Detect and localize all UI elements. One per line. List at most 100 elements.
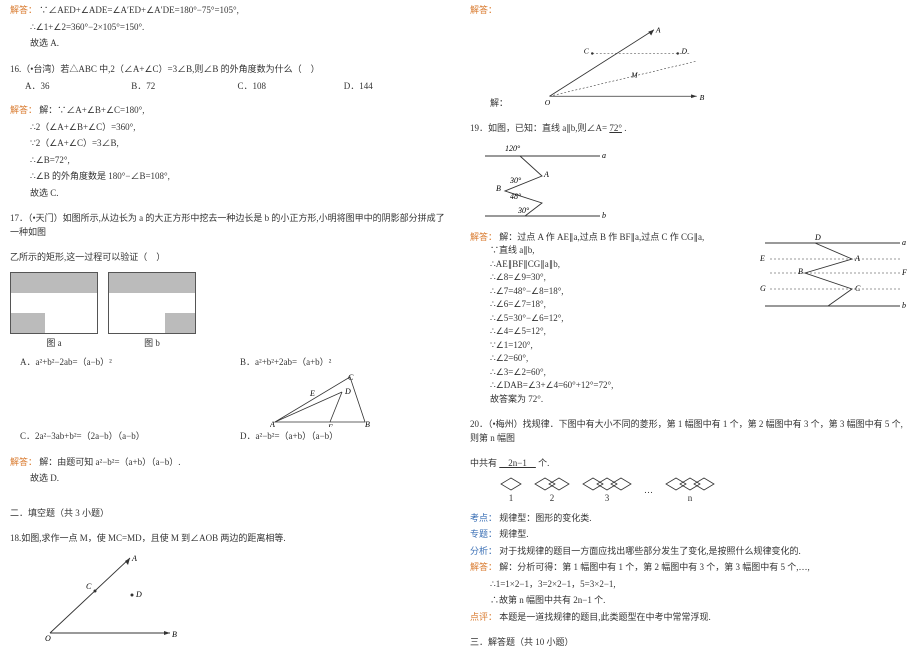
sol16-l5: ∴∠B 的外角度数是 180°−∠B=108°, bbox=[10, 170, 450, 184]
rhomb-n: n bbox=[665, 477, 715, 503]
dianping: 点评： 本题是一道找规律的题目,此类题型在中考中常常浮现. bbox=[470, 611, 910, 625]
q20-l2a: 中共有 bbox=[470, 458, 497, 468]
figure-a bbox=[10, 272, 98, 334]
answer-label: 解答： bbox=[470, 232, 497, 242]
svg-text:B: B bbox=[365, 420, 370, 427]
q16-options: A．36 B．72 C．108 D．144 bbox=[10, 79, 450, 92]
figure-b-wrap: 图 b bbox=[108, 272, 196, 349]
q20-answer: 2n−1 bbox=[499, 458, 536, 468]
kaodian: 考点： 规律型：图形的变化类. bbox=[470, 512, 910, 526]
q17-opt-d: D．a²−b²=（a+b）（a−b） bbox=[240, 430, 450, 444]
text: 解：由题可知 a²−b²=（a+b）（a−b）. bbox=[39, 457, 180, 467]
rhomb-2: 2 bbox=[534, 477, 570, 503]
svg-text:C: C bbox=[86, 582, 92, 591]
q20-l2: 中共有 2n−1 个. bbox=[470, 457, 910, 471]
sol19-l12: 故答案为 72°. bbox=[470, 393, 760, 407]
svg-text:D: D bbox=[681, 46, 688, 55]
svg-text:30°: 30° bbox=[517, 206, 530, 215]
rhomb-1: 1 bbox=[500, 477, 522, 503]
q19-answer: 72° bbox=[609, 123, 622, 133]
kaodian-text: 规律型：图形的变化类. bbox=[499, 513, 591, 523]
figure-b bbox=[108, 272, 196, 334]
q16-text: 16.（•台湾）若△ABC 中,2（∠A+∠C）=3∠B,则∠B 的外角度数为什… bbox=[10, 63, 450, 77]
zhuanti: 专题： 规律型. bbox=[470, 528, 910, 542]
svg-text:D: D bbox=[814, 233, 821, 242]
dianping-label: 点评： bbox=[470, 612, 497, 622]
sol19-l11: ∴∠DAB=∠3+∠4=60°+12°=72°, bbox=[470, 379, 760, 393]
q19-figure: ab AB 120° 30° 48° 30° bbox=[480, 141, 610, 226]
q20-l1: 20．（•梅州）找规律．下图中有大小不同的菱形，第 1 幅图中有 1 个，第 2… bbox=[470, 418, 910, 445]
opt-d: D．144 bbox=[344, 79, 450, 92]
sol19-block: 解答： 解：过点 A 作 AE∥a,过点 B 作 BF∥a,过点 C 作 CG∥… bbox=[470, 231, 910, 407]
figure-a-wrap: 图 a bbox=[10, 272, 98, 349]
svg-text:C: C bbox=[584, 46, 590, 55]
svg-text:48°: 48° bbox=[510, 192, 522, 201]
section-3-header: 三．解答题（共 10 小题） bbox=[470, 636, 910, 650]
sol19-l4: ∴∠7=48°−∠8=18°, bbox=[470, 285, 760, 299]
svg-text:D: D bbox=[344, 387, 351, 396]
svg-text:B: B bbox=[172, 630, 177, 639]
jieda-label: 解答： bbox=[470, 562, 497, 572]
opt-a: A．36 bbox=[25, 79, 131, 92]
sol18-text: 解： bbox=[470, 97, 910, 111]
sol16-l2: ∴2（∠A+∠B+∠C）=360°, bbox=[10, 121, 450, 135]
svg-text:C: C bbox=[855, 284, 861, 293]
figure-b-label: 图 b bbox=[108, 336, 196, 349]
kaodian-label: 考点： bbox=[470, 513, 497, 523]
jieda-l1: 解：分析可得：第 1 幅图中有 1 个，第 2 幅图中有 3 个，第 3 幅图中… bbox=[499, 562, 810, 572]
sol16-l3: ∵2（∠A+∠C）=3∠B, bbox=[10, 137, 450, 151]
svg-text:E: E bbox=[309, 389, 315, 398]
fenxi-text: 对于找规律的题目一方面应找出哪些部分发生了变化,是按照什么规律变化的. bbox=[499, 546, 801, 556]
triangle-figure: AB CD EF bbox=[270, 372, 390, 427]
text: 解：过点 A 作 AE∥a,过点 B 作 BF∥a,过点 C 作 CG∥a, bbox=[499, 232, 704, 242]
q19-text: 19．如图，已知：直线 a∥b,则∠A= 72° . bbox=[470, 122, 910, 136]
label: 2 bbox=[550, 493, 555, 503]
svg-text:120°: 120° bbox=[505, 144, 521, 153]
svg-text:A: A bbox=[655, 25, 661, 34]
sol19-l3: ∴∠8=∠9=30°, bbox=[470, 271, 760, 285]
sol19-l6: ∴∠5=30°−∠6=12°, bbox=[470, 312, 760, 326]
sol19-text-column: 解答： 解：过点 A 作 AE∥a,过点 B 作 BF∥a,过点 C 作 CG∥… bbox=[470, 231, 760, 407]
sol19-l8: ∵∠1=120°, bbox=[470, 339, 760, 353]
answer-label: 解答： bbox=[10, 5, 37, 15]
q17-figures: 图 a 图 b bbox=[10, 272, 450, 349]
opt-b: B．72 bbox=[131, 79, 237, 92]
opt-c: C．108 bbox=[238, 79, 344, 92]
svg-text:M: M bbox=[630, 70, 638, 79]
svg-text:a: a bbox=[602, 151, 606, 160]
q17-opt-b: B．a²+b²+2ab=（a+b）² bbox=[240, 356, 331, 370]
fenxi-label: 分析： bbox=[470, 546, 497, 556]
sol16-l6: 故选 C. bbox=[10, 187, 450, 201]
worksheet-page: 解答： ∵∠AED+∠ADE=∠A′ED+∠A′DE=180°−75°=105°… bbox=[0, 0, 920, 654]
sol19-l5: ∴∠6=∠7=18°, bbox=[470, 298, 760, 312]
q18-text: 18.如图,求作一点 M，使 MC=MD，且使 M 到∠AOB 两边的距离相等. bbox=[10, 532, 450, 546]
sol19-figure: ab DA EF BC G bbox=[760, 231, 910, 311]
left-column: 解答： ∵∠AED+∠ADE=∠A′ED+∠A′DE=180°−75°=105°… bbox=[10, 4, 450, 650]
zhuanti-text: 规律型. bbox=[499, 529, 528, 539]
q18-solution-figure: M OB AC D bbox=[540, 25, 730, 90]
svg-text:A: A bbox=[270, 420, 275, 427]
label: 3 bbox=[605, 493, 610, 503]
section-2-header: 二．填空题（共 3 小题） bbox=[10, 507, 450, 521]
sol16-l1: 解答： 解：∵∠A+∠B+∠C=180°, bbox=[10, 104, 450, 118]
rhomb-3: 3 bbox=[582, 477, 632, 503]
sol19-l1: ∵直线 a∥b, bbox=[470, 244, 760, 258]
sol19-l9: ∴∠2=60°, bbox=[470, 352, 760, 366]
dots: … bbox=[644, 485, 653, 495]
svg-text:F: F bbox=[327, 423, 333, 427]
svg-text:b: b bbox=[602, 211, 606, 220]
svg-text:A: A bbox=[543, 170, 549, 179]
svg-text:B: B bbox=[798, 267, 803, 276]
label: n bbox=[688, 493, 693, 503]
fenxi: 分析： 对于找规律的题目一方面应找出哪些部分发生了变化,是按照什么规律变化的. bbox=[470, 545, 910, 559]
sol18-label: 解答： bbox=[470, 4, 910, 18]
svg-text:F: F bbox=[901, 268, 907, 277]
q17-opt-a: A．a²+b²−2ab=（a−b）² bbox=[10, 356, 230, 370]
sol19-l2: ∴AE∥BF∥CG∥a∥b, bbox=[470, 258, 760, 272]
jieda-l2: ∴1=1×2−1，3=2×2−1，5=3×2−1, bbox=[470, 578, 910, 592]
sol17-l1: 解答： 解：由题可知 a²−b²=（a+b）（a−b）. bbox=[10, 456, 450, 470]
dianping-text: 本题是一道找规律的题目,此类题型在中考中常常浮现. bbox=[499, 612, 711, 622]
jieda: 解答： 解：分析可得：第 1 幅图中有 1 个，第 2 幅图中有 3 个，第 3… bbox=[470, 561, 910, 575]
svg-text:A: A bbox=[131, 554, 137, 563]
q17-l2: 乙所示的矩形,这一过程可以验证（ ） bbox=[10, 251, 450, 265]
